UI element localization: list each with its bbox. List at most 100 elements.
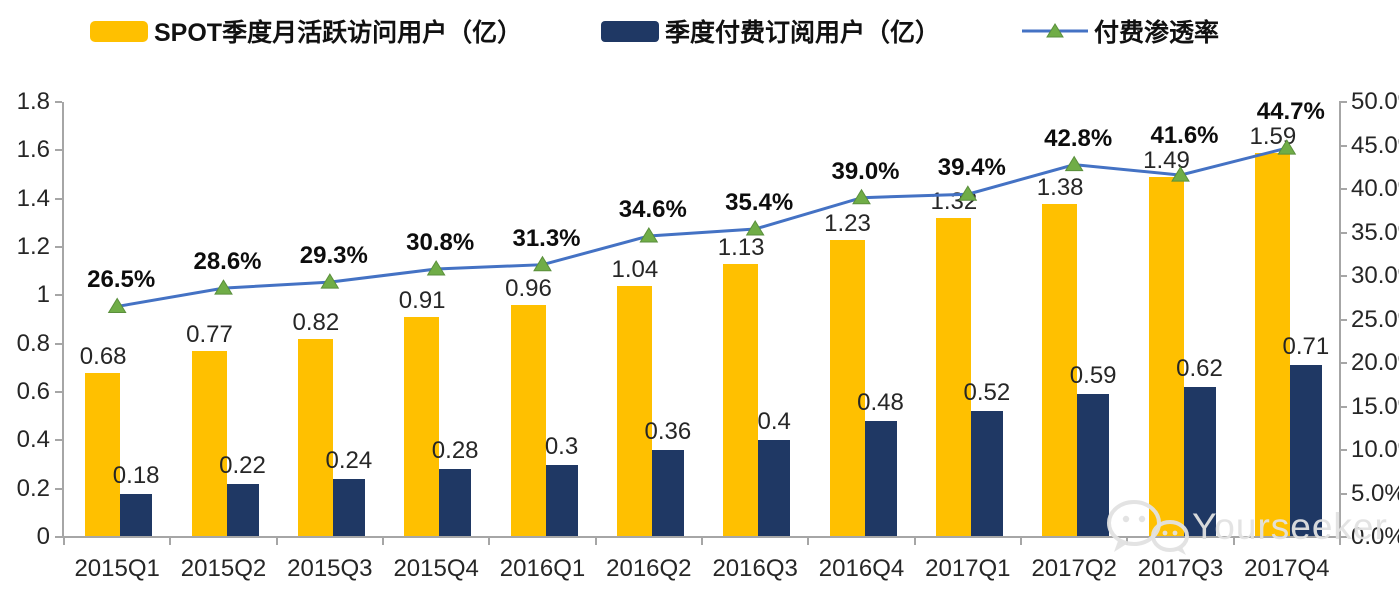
right-axis-tick-label: 5.0% — [1351, 479, 1399, 507]
right-axis-tick-label: 30.0% — [1351, 262, 1399, 289]
mau-bar — [191, 350, 227, 536]
right-axis-tick — [1339, 275, 1347, 277]
left-axis-tick — [55, 536, 62, 538]
x-axis-label: 2016Q3 — [712, 555, 798, 582]
mau-bar — [85, 372, 121, 536]
mau-bar — [723, 263, 759, 536]
penetration-marker-icon — [426, 260, 446, 276]
legend-label-penetration: 付费渗透率 — [1094, 19, 1220, 47]
legend-item-penetration: 付费渗透率 — [1022, 17, 1219, 47]
penetration-marker-icon — [214, 279, 233, 295]
subscriber-bar-label: 0.22 — [219, 451, 266, 479]
penetration-label: 42.8% — [1044, 124, 1113, 152]
right-axis-tick — [1339, 362, 1347, 364]
penetration-marker-icon — [107, 297, 127, 313]
subscriber-bar-label: 0.18 — [112, 461, 160, 489]
x-axis-label: 2016Q2 — [606, 555, 692, 582]
subscriber-bar-label: 0.52 — [963, 379, 1011, 407]
x-axis-tick — [1232, 537, 1235, 545]
penetration-label: 41.6% — [1150, 121, 1219, 149]
x-axis-label: 2017Q3 — [1137, 555, 1224, 582]
penetration-legend-marker-icon — [1022, 21, 1088, 41]
penetration-marker-icon — [533, 255, 552, 272]
left-axis-tick — [55, 391, 62, 393]
right-axis-tick-label: 10.0% — [1351, 436, 1399, 463]
subscriber-bar — [864, 421, 897, 536]
subscriber-bar-label: 0.48 — [857, 389, 904, 416]
right-axis-tick-label: 40.0% — [1351, 175, 1399, 202]
penetration-label: 28.6% — [193, 248, 262, 276]
right-axis-tick — [1339, 231, 1347, 234]
right-axis-tick — [1339, 318, 1347, 321]
subscriber-bar-label: 0.28 — [431, 437, 479, 465]
mau-bar — [829, 239, 865, 536]
right-axis-tick — [1339, 449, 1347, 451]
x-axis-tick — [63, 537, 65, 545]
subscriber-bar — [545, 464, 578, 536]
x-axis-label: 2017Q1 — [925, 555, 1011, 582]
left-axis-tick-label: 0.4 — [16, 426, 50, 454]
x-axis-label: 2015Q1 — [74, 555, 160, 582]
x-axis-tick — [594, 537, 597, 545]
right-axis-tick — [1339, 188, 1347, 190]
subscriber-bar — [332, 479, 365, 536]
subscriber-bar — [1183, 387, 1216, 536]
mau-bar-label: 0.82 — [292, 308, 340, 336]
mau-bar-label: 0.77 — [186, 320, 233, 348]
x-axis-tick — [913, 537, 916, 545]
subscriber-bar-label: 0.62 — [1176, 355, 1223, 383]
penetration-label: 35.4% — [725, 189, 794, 217]
mau-bar-label: 0.96 — [505, 275, 552, 302]
mau-bar — [297, 338, 333, 536]
left-axis-tick-label: 0.8 — [16, 329, 50, 357]
subscriber-bar — [970, 411, 1003, 536]
penetration-label: 29.3% — [299, 242, 368, 270]
mau-bar — [935, 218, 971, 536]
subscriber-bar — [758, 440, 791, 536]
penetration-label: 39.0% — [831, 157, 900, 185]
x-axis-label: 2015Q4 — [393, 555, 479, 582]
legend-label-mau: SPOT季度月活跃访问用户（亿） — [154, 19, 523, 47]
mau-bar — [404, 317, 440, 536]
mau-bar-label: 0.68 — [79, 342, 127, 370]
subscriber-bar-label: 0.59 — [1069, 362, 1117, 390]
mau-legend-swatch-icon — [90, 20, 148, 42]
penetration-marker-icon — [745, 220, 765, 236]
subscriber-bar-label: 0.36 — [644, 418, 692, 445]
penetration-label: 26.5% — [87, 266, 156, 294]
left-axis-tick — [55, 342, 62, 345]
legend-item-mau: SPOT季度月活跃访问用户（亿） — [90, 17, 522, 47]
left-axis-tick — [55, 246, 62, 248]
x-axis-tick — [169, 537, 172, 545]
left-axis-tick-label: 1.8 — [16, 88, 50, 115]
x-axis-label: 2016Q4 — [818, 555, 905, 582]
x-axis-label: 2016Q1 — [499, 555, 586, 582]
x-axis-tick — [382, 537, 384, 545]
left-axis-tick-label: 0 — [36, 523, 50, 550]
subscriber-bar-label: 0.24 — [325, 447, 373, 474]
left-axis-tick-label: 1.6 — [16, 136, 50, 164]
left-axis-tick-label: 1 — [36, 281, 50, 309]
x-axis-tick — [275, 537, 278, 545]
right-axis-tick-label: 45.0% — [1351, 131, 1399, 159]
x-axis-tick — [701, 537, 703, 545]
right-axis-tick — [1339, 536, 1347, 538]
left-axis-tick — [55, 101, 62, 103]
x-axis-label: 2015Q2 — [180, 555, 267, 582]
penetration-marker-icon — [852, 188, 871, 205]
subscriber-bar — [1077, 394, 1110, 536]
left-axis-tick — [55, 149, 62, 152]
x-axis-tick — [1126, 537, 1129, 545]
x-axis-tick — [807, 537, 810, 545]
right-axis-tick-label: 20.0% — [1351, 349, 1399, 376]
mau-bar-label: 1.32 — [930, 188, 978, 215]
right-axis-tick — [1339, 101, 1347, 103]
left-axis-tick-label: 1.2 — [16, 233, 50, 260]
penetration-label: 31.3% — [512, 224, 581, 252]
mau-bar — [510, 305, 546, 536]
penetration-marker-icon — [1064, 155, 1084, 172]
mau-bar-label: 0.91 — [398, 287, 446, 315]
right-axis-tick — [1339, 492, 1347, 495]
penetration-marker-icon — [639, 227, 659, 243]
